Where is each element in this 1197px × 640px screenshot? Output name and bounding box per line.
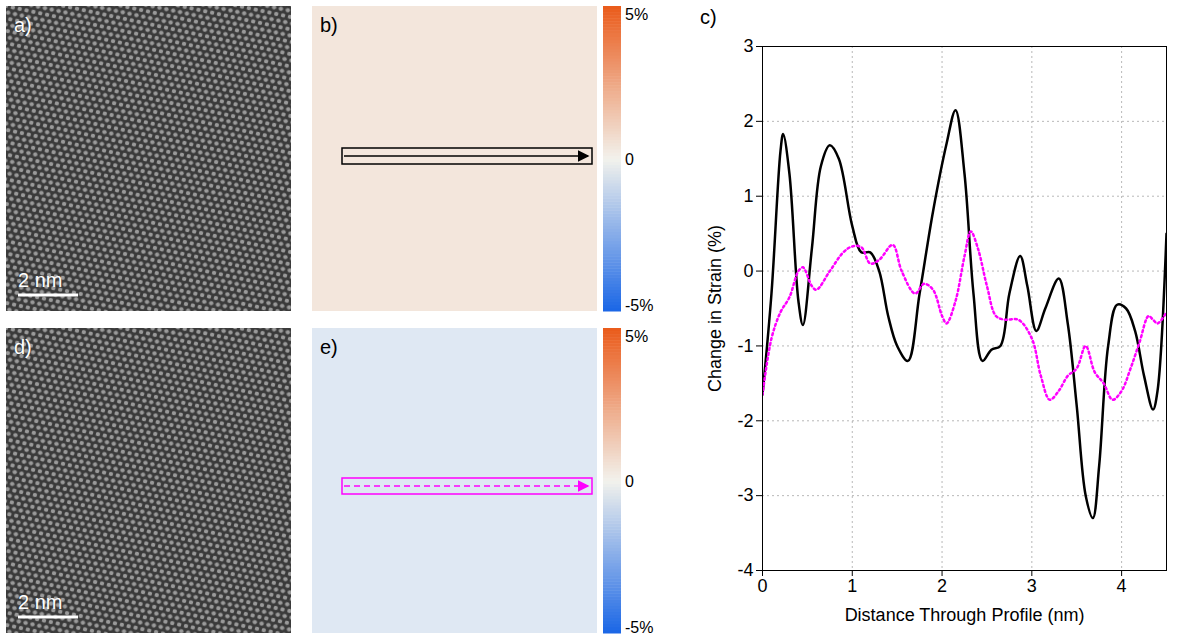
svg-text:-3: -3: [737, 485, 753, 505]
svg-text:0: 0: [625, 473, 634, 490]
svg-text:-2: -2: [737, 411, 753, 431]
svg-text:d): d): [14, 336, 32, 358]
svg-text:Distance Through Profile (nm): Distance Through Profile (nm): [845, 605, 1085, 625]
svg-text:-4: -4: [737, 560, 753, 580]
svg-text:5%: 5%: [625, 6, 648, 23]
svg-text:2: 2: [743, 111, 753, 131]
svg-text:2 nm: 2 nm: [18, 269, 62, 291]
svg-text:e): e): [320, 336, 338, 358]
svg-text:-5%: -5%: [625, 619, 653, 636]
svg-text:1: 1: [847, 576, 857, 596]
svg-text:3: 3: [1027, 576, 1037, 596]
svg-text:Change in Strain (%): Change in Strain (%): [705, 225, 725, 392]
html-text:c): c): [700, 6, 717, 28]
svg-text:4: 4: [1117, 576, 1127, 596]
svg-text:0: 0: [743, 261, 753, 281]
svg-text:2: 2: [937, 576, 947, 596]
svg-text:a): a): [14, 14, 32, 36]
svg-text:-1: -1: [737, 336, 753, 356]
svg-text:5%: 5%: [625, 328, 648, 345]
svg-text:0: 0: [757, 576, 767, 596]
svg-text:3: 3: [743, 36, 753, 56]
svg-text:2 nm: 2 nm: [18, 591, 62, 613]
svg-text:-5%: -5%: [625, 297, 653, 314]
svg-text:b): b): [320, 14, 338, 36]
svg-text:0: 0: [625, 151, 634, 168]
svg-text:1: 1: [743, 186, 753, 206]
